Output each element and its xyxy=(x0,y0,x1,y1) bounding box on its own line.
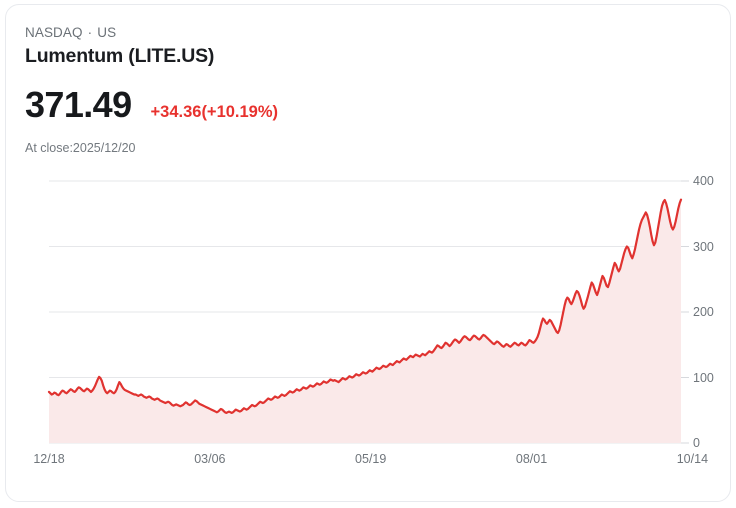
exchange-separator: · xyxy=(87,25,93,40)
price-row: 371.49 +34.36(+10.19%) xyxy=(25,83,278,127)
x-axis-tick-label: 12/18 xyxy=(33,452,65,466)
chart-line-series xyxy=(47,198,683,414)
y-axis-tick-label: 300 xyxy=(693,239,714,254)
chart-area-fill xyxy=(49,199,681,443)
exchange-name: NASDAQ xyxy=(25,25,83,40)
x-axis-tick-label: 10/14 xyxy=(676,452,709,466)
current-price: 371.49 xyxy=(25,84,132,125)
market-status-note: At close:2025/12/20 xyxy=(25,141,136,155)
x-axis-tick-label: 05/19 xyxy=(355,452,387,466)
x-axis-tick-label: 03/06 xyxy=(194,452,226,466)
chart-canvas xyxy=(47,180,689,444)
y-axis-tick-label: 400 xyxy=(693,174,714,188)
x-axis-tick-label: 08/01 xyxy=(515,452,548,466)
y-axis-tick-label: 200 xyxy=(693,305,714,319)
price-chart[interactable]: 400 300 200 100 0 12/18 03/06 05/19 08/01 10/14 xyxy=(6,155,730,501)
stock-quote-card: NASDAQ · US Lumentum (LITE.US) 371.49 +34.… xyxy=(5,4,731,502)
page-title: Lumentum (LITE.US) xyxy=(25,45,215,67)
price-change: +34.36(+10.19%) xyxy=(150,103,279,121)
y-axis-tick-label: 0 xyxy=(693,436,700,450)
region-name: US xyxy=(97,25,117,40)
exchange-region-row: NASDAQ · US xyxy=(25,25,116,40)
y-axis-tick-label: 100 xyxy=(693,370,714,385)
